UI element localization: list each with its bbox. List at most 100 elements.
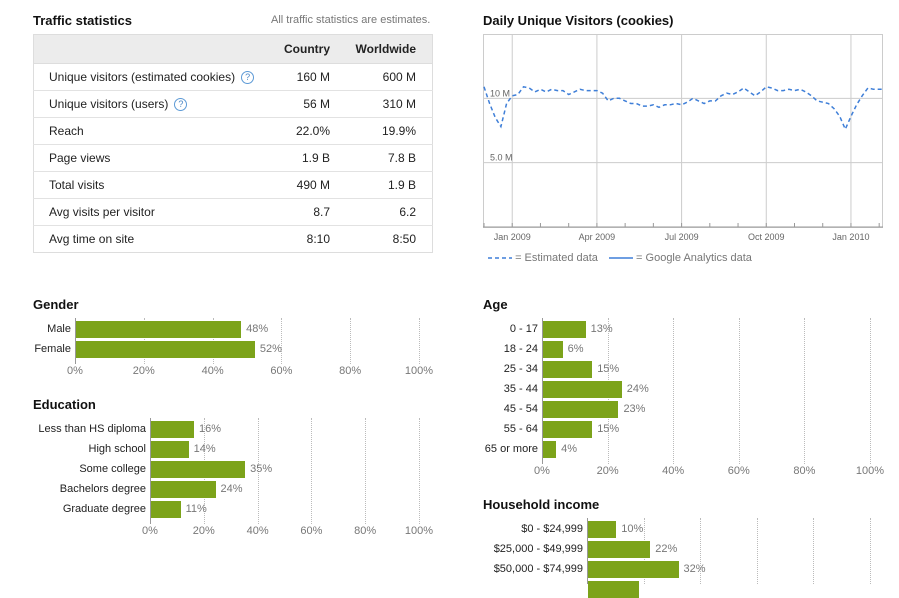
row-label-cell: Total visits	[33, 171, 260, 199]
x-tick-label: Oct 2009	[748, 232, 785, 242]
bar	[588, 521, 617, 538]
row-label-cell: Avg time on site	[33, 225, 260, 253]
bar	[151, 501, 181, 518]
column-header-worldwide: Worldwide	[346, 34, 433, 64]
worldwide-value: 19.9%	[346, 117, 433, 145]
category-label: $50,000 - $74,999	[493, 563, 583, 575]
value-label: 32%	[683, 563, 706, 575]
row-label-cell: Reach	[33, 117, 260, 145]
category-label: Less than HS diploma	[38, 423, 146, 435]
category-label: Male	[47, 323, 71, 335]
country-value: 8.7	[260, 198, 346, 226]
worldwide-value: 8:50	[346, 225, 433, 253]
value-label: 24%	[626, 383, 649, 395]
bar	[543, 441, 557, 458]
row-label: Avg visits per visitor	[49, 205, 155, 219]
gender-bar-chart: Male 48% Female 52% 0% 20% 40% 60% 80% 100%	[0, 318, 440, 378]
x-tick-label: Jan 2009	[494, 232, 531, 242]
age-chart-title: Age	[483, 297, 508, 312]
line-chart-legend: = Estimated data = Google Analytics data	[488, 252, 752, 264]
value-label: 6%	[567, 343, 584, 355]
category-label: 25 - 34	[503, 363, 538, 375]
row-label-cell: Avg visits per visitor	[33, 198, 260, 226]
table-row: Unique visitors (users)? 56 M 310 M	[33, 90, 433, 118]
category-label: 65 or more	[484, 443, 538, 455]
category-label: Bachelors degree	[59, 483, 146, 495]
y-tick-label: 10 M	[490, 88, 510, 98]
bar	[151, 461, 246, 478]
table-row: Unique visitors (estimated cookies)? 160 …	[33, 63, 433, 91]
x-tick-label: Jul 2009	[665, 232, 699, 242]
traffic-stats-title: Traffic statistics	[33, 13, 132, 28]
bar	[543, 401, 619, 418]
category-label: 35 - 44	[503, 383, 538, 395]
x-tick-label: 20%	[192, 525, 215, 537]
gridline	[756, 518, 758, 584]
value-label: 11%	[185, 503, 207, 515]
table-row: Reach 22.0% 19.9%	[33, 117, 433, 145]
column-header-country: Country	[260, 34, 346, 64]
x-tick-label: 100%	[404, 525, 434, 537]
gridline	[419, 418, 420, 524]
x-tick-label: 60%	[300, 525, 323, 537]
x-tick-label: 20%	[596, 465, 619, 477]
education-bar-chart: Less than HS diploma 16% High school 14% Som…	[0, 418, 440, 538]
country-value: 490 M	[260, 171, 346, 199]
traffic-stats-table: Country Worldwide Unique visitors (estim…	[33, 34, 433, 253]
table-row: Avg time on site 8:10 8:50	[33, 225, 433, 253]
category-label: Some college	[79, 463, 146, 475]
gridline	[281, 318, 283, 364]
worldwide-value: 7.8 B	[346, 144, 433, 172]
row-label-cell: Unique visitors (users)?	[33, 90, 260, 118]
x-tick-label: 0%	[67, 365, 83, 377]
bar	[543, 341, 563, 358]
value-label: 16%	[199, 423, 222, 435]
worldwide-value: 600 M	[346, 63, 433, 91]
y-tick-label: 5.0 M	[490, 153, 513, 163]
axis-line	[75, 318, 76, 364]
estimated-data-line	[483, 85, 882, 132]
table-header-row: Country Worldwide	[33, 34, 433, 64]
row-label: Unique visitors (estimated cookies)	[49, 69, 236, 84]
row-label: Page views	[49, 151, 111, 165]
value-label: 52%	[259, 343, 282, 355]
category-label: $0 - $24,999	[521, 523, 583, 535]
gridline	[365, 418, 367, 524]
row-label: Avg time on site	[49, 232, 135, 246]
value-label: 23%	[623, 403, 646, 415]
axis-line	[587, 518, 588, 584]
gridline	[870, 518, 871, 584]
category-label: 18 - 24	[503, 343, 538, 355]
x-tick-label: Jan 2010	[832, 232, 869, 242]
table-row: Page views 1.9 B 7.8 B	[33, 144, 433, 172]
value-label: 15%	[597, 423, 620, 435]
help-icon[interactable]: ?	[241, 71, 255, 85]
x-tick-label: 0%	[142, 525, 158, 537]
education-chart-title: Education	[33, 397, 96, 412]
worldwide-value: 1.9 B	[346, 171, 433, 199]
legend-estimated-label: = Estimated data	[515, 252, 598, 264]
gridline	[738, 318, 740, 464]
x-tick-label: 60%	[270, 365, 293, 377]
value-label: 4%	[561, 443, 578, 455]
x-tick-label: 40%	[246, 525, 269, 537]
dashed-line-legend-icon	[488, 257, 512, 259]
x-tick-label: 0%	[534, 465, 550, 477]
value-label: 14%	[193, 443, 216, 455]
bar	[588, 561, 679, 578]
bar	[543, 381, 622, 398]
gridline	[700, 518, 702, 584]
category-label: 55 - 64	[503, 423, 538, 435]
bar	[76, 321, 242, 338]
worldwide-value: 310 M	[346, 90, 433, 118]
x-tick-label: 100%	[855, 465, 885, 477]
table-header-empty	[33, 34, 260, 64]
bar	[151, 441, 189, 458]
plot-frame	[483, 34, 883, 228]
gridline	[350, 318, 352, 364]
row-label-cell: Unique visitors (estimated cookies)?	[33, 63, 260, 91]
table-row: Avg visits per visitor 8.7 6.2	[33, 198, 433, 226]
x-tick-label: 80%	[793, 465, 816, 477]
help-icon[interactable]: ?	[174, 98, 188, 112]
legend-analytics-label: = Google Analytics data	[636, 252, 752, 264]
